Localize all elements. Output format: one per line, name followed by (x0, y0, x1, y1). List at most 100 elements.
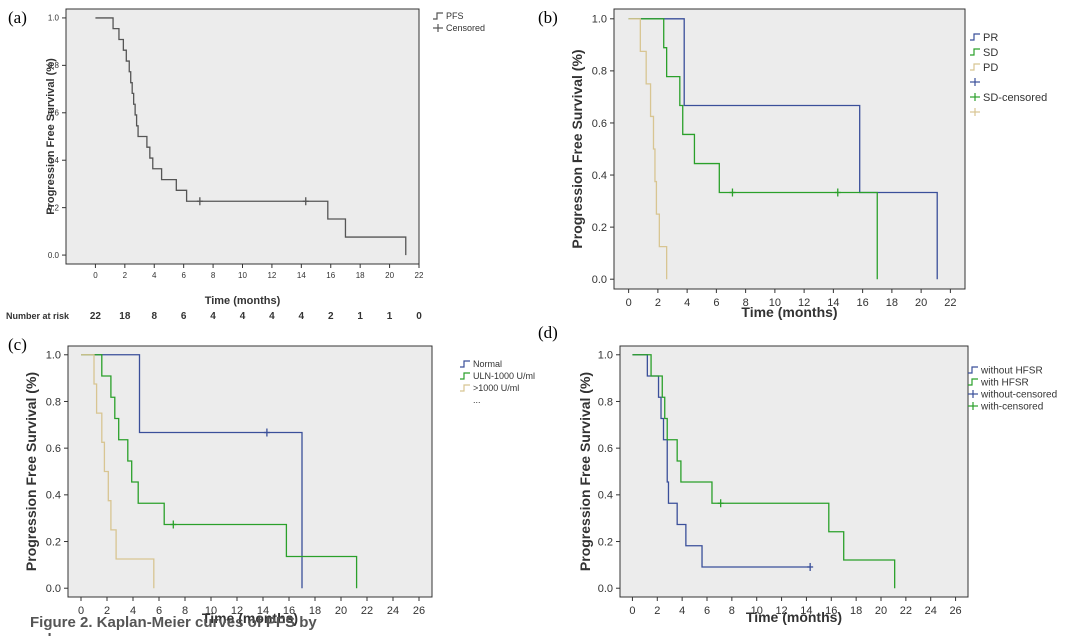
x-tick-label: 14 (297, 271, 306, 280)
x-axis-title: Time (months) (741, 304, 837, 320)
x-tick-label: 18 (309, 605, 321, 617)
x-tick-label: 6 (181, 271, 186, 280)
risk-table-count: 0 (416, 311, 422, 322)
x-tick-label: 4 (130, 605, 136, 617)
x-tick-label: 14 (827, 297, 839, 309)
y-tick-label: 0.8 (46, 396, 61, 408)
risk-table-count: 4 (210, 311, 216, 322)
y-tick-label: 1.0 (46, 350, 61, 362)
x-tick-label: 0 (626, 297, 632, 309)
x-tick-label: 6 (704, 605, 710, 617)
risk-table-count: 4 (240, 311, 246, 322)
legend-swatch-step (433, 12, 443, 20)
survival-curve (81, 354, 358, 589)
survival-curve (81, 354, 303, 589)
x-tick-label: 24 (925, 605, 937, 617)
risk-table-count: 6 (181, 311, 187, 322)
legend-label: PR (983, 32, 998, 44)
x-tick-label: 26 (413, 605, 425, 617)
legend: PFS Censored (433, 11, 485, 33)
legend-swatch-step (968, 378, 978, 386)
y-tick-label: 0.2 (598, 536, 613, 548)
x-tick-label: 2 (104, 605, 110, 617)
legend: Normal ULN-1000 U/ml >1000 U/ml... (460, 359, 535, 405)
y-tick-label: 0.8 (48, 61, 60, 70)
legend-label: PFS (446, 11, 464, 21)
x-axis-title: Time (months) (746, 609, 842, 625)
x-tick-label: 6 (713, 297, 719, 309)
x-tick-label: 4 (152, 271, 157, 280)
x-tick-label: 2 (123, 271, 128, 280)
x-tick-label: 20 (875, 605, 887, 617)
x-axis-title: Time (months) (205, 295, 281, 307)
x-tick-label: 20 (385, 271, 394, 280)
x-tick-label: 0 (78, 605, 84, 617)
legend-label: PD (983, 62, 998, 74)
legend-label: >1000 U/ml (473, 383, 519, 393)
plot-area (619, 345, 969, 598)
x-tick-label: 6 (156, 605, 162, 617)
legend-label: ... (473, 395, 481, 405)
chart-panel-4: (d)0.00.20.40.60.81.00 2 4 6 8 10 12 14 16 18 20 22… (538, 323, 1057, 625)
legend-label: with HFSR (980, 378, 1029, 389)
y-tick-label: 0.6 (592, 118, 607, 130)
y-tick-label: 0.0 (48, 251, 60, 260)
risk-table-count: 2 (328, 311, 334, 322)
legend-label: SD-censored (983, 92, 1047, 104)
y-axis-title: Progression Free Survival (%) (577, 372, 593, 571)
y-tick-label: 0.4 (598, 490, 613, 502)
legend-swatch-step (970, 33, 980, 41)
legend-swatch-step (970, 48, 980, 56)
x-tick-label: 4 (684, 297, 690, 309)
survival-curve (628, 18, 668, 280)
x-tick-label: 18 (850, 605, 862, 617)
x-tick-label: 10 (769, 297, 781, 309)
x-tick-label: 12 (267, 271, 276, 280)
x-tick-label: 18 (356, 271, 365, 280)
x-tick-label: 2 (654, 605, 660, 617)
x-tick-label: 10 (238, 271, 247, 280)
legend-label: Censored (446, 23, 485, 33)
y-tick-label: 0.2 (592, 222, 607, 234)
legend-label: Normal (473, 359, 502, 369)
risk-table-label: Number at risk (6, 311, 70, 321)
x-tick-label: 22 (415, 271, 424, 280)
risk-table-count: 4 (299, 311, 305, 322)
survival-curve (632, 354, 896, 589)
plot-area (613, 8, 966, 290)
chart-panel-1: (a)0.00.20.40.60.81.00 2 4 6 8 10 12 14 16 18 20 22… (6, 8, 485, 322)
y-tick-label: 0.0 (598, 583, 613, 595)
survival-curve (628, 18, 938, 280)
y-axis-title: Progression Free Survival (%) (569, 49, 585, 248)
y-tick-label: 0.0 (46, 583, 61, 595)
y-tick-label: 0.6 (48, 109, 60, 118)
x-tick-label: 16 (326, 271, 335, 280)
x-tick-label: 14 (257, 605, 269, 617)
x-tick-label: 22 (361, 605, 373, 617)
risk-table-count: 1 (387, 311, 393, 322)
y-tick-label: 0.6 (598, 443, 613, 455)
legend-swatch-step (968, 366, 978, 374)
risk-table-count: 22 (90, 311, 102, 322)
y-tick-label: 0.8 (598, 396, 613, 408)
legend-swatch-step (460, 372, 470, 380)
legend-swatch-step (970, 63, 980, 71)
plot-area (67, 345, 433, 598)
y-tick-label: 0.4 (46, 490, 61, 502)
x-tick-label: 16 (283, 605, 295, 617)
x-tick-label: 10 (751, 605, 763, 617)
x-tick-label: 24 (387, 605, 399, 617)
legend-swatch-step (460, 360, 470, 368)
legend-label: without HFSR (980, 366, 1043, 377)
chart-panel-2: (b) 0.0 0.2 0.4 0.6 0.8 1.0 0 2 4 6 8 10 12 14 16 18 20 22… (538, 8, 1047, 320)
legend-swatch-step (460, 384, 470, 392)
y-tick-label: 1.0 (592, 14, 607, 26)
x-tick-label: 4 (679, 605, 685, 617)
risk-table-count: 18 (119, 311, 131, 322)
y-axis-title: Progression Free Survival (%) (45, 58, 57, 215)
y-tick-label: 0.4 (48, 156, 60, 165)
x-tick-label: 0 (629, 605, 635, 617)
x-axis-title: Time (months) (202, 610, 298, 626)
x-tick-label: 8 (182, 605, 188, 617)
